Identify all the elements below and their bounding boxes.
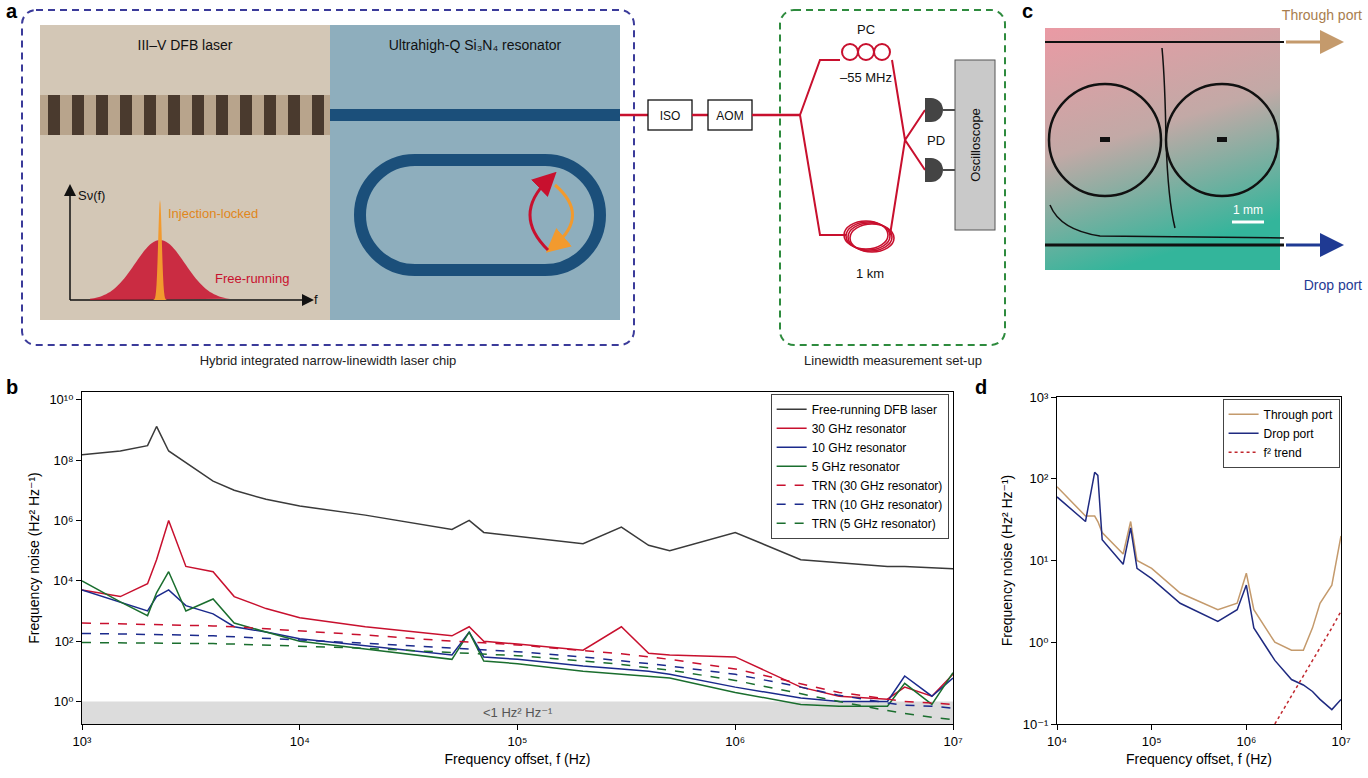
svg-text:Drop port: Drop port	[1264, 427, 1315, 441]
svg-text:1 km: 1 km	[856, 266, 884, 281]
svg-text:10 GHz resonator: 10 GHz resonator	[812, 441, 907, 455]
svg-text:10¹: 10¹	[1030, 553, 1049, 568]
svg-text:Free-running DFB laser: Free-running DFB laser	[812, 403, 937, 417]
svg-text:10³: 10³	[73, 734, 92, 749]
svg-text:10²: 10²	[1030, 471, 1049, 486]
svg-text:–55 MHz: –55 MHz	[840, 70, 892, 85]
svg-text:10¹⁰: 10¹⁰	[49, 392, 73, 407]
svg-text:Injection-locked: Injection-locked	[168, 206, 258, 221]
svg-text:Frequency offset, f (Hz): Frequency offset, f (Hz)	[1126, 751, 1272, 767]
svg-text:TRN (5 GHz resonator): TRN (5 GHz resonator)	[812, 517, 936, 531]
svg-text:Hybrid integrated narrow-linew: Hybrid integrated narrow-linewidth laser…	[200, 353, 457, 368]
svg-text:<1 Hz² Hz⁻¹: <1 Hz² Hz⁻¹	[483, 705, 553, 720]
svg-text:TRN (30 GHz resonator): TRN (30 GHz resonator)	[812, 479, 943, 493]
svg-text:10⁶: 10⁶	[1236, 734, 1256, 749]
html-text:d: d	[975, 376, 988, 398]
svg-text:III–V DFB laser: III–V DFB laser	[138, 37, 233, 53]
svg-text:10⁴: 10⁴	[1047, 734, 1067, 749]
svg-text:10⁰: 10⁰	[1029, 635, 1049, 650]
svg-text:10²: 10²	[55, 634, 74, 649]
svg-text:Free-running: Free-running	[215, 271, 289, 286]
svg-text:f² trend: f² trend	[1264, 446, 1302, 460]
html-text:b: b	[6, 376, 19, 398]
svg-text:10⁰: 10⁰	[54, 694, 74, 709]
svg-text:30 GHz resonator: 30 GHz resonator	[812, 422, 907, 436]
svg-text:Ultrahigh-Q Si₃N₄ resonator: Ultrahigh-Q Si₃N₄ resonator	[389, 37, 562, 53]
svg-text:10⁷: 10⁷	[1331, 734, 1350, 749]
svg-text:Frequency noise (Hz² Hz⁻¹): Frequency noise (Hz² Hz⁻¹)	[999, 475, 1015, 647]
svg-text:5 GHz resonator: 5 GHz resonator	[812, 460, 900, 474]
svg-text:AOM: AOM	[716, 109, 743, 123]
svg-text:Through port: Through port	[1282, 7, 1362, 23]
html-text:a: a	[6, 0, 18, 22]
svg-text:1 mm: 1 mm	[1233, 203, 1263, 217]
svg-text:10⁵: 10⁵	[1142, 734, 1162, 749]
svg-text:10⁶: 10⁶	[725, 734, 745, 749]
svg-text:PC: PC	[857, 22, 875, 37]
svg-text:10⁴: 10⁴	[53, 573, 73, 588]
svg-text:Frequency noise (Hz² Hz⁻¹): Frequency noise (Hz² Hz⁻¹)	[26, 472, 42, 644]
svg-text:Drop port: Drop port	[1304, 277, 1362, 293]
svg-text:Frequency offset, f (Hz): Frequency offset, f (Hz)	[444, 751, 590, 767]
svg-text:f: f	[314, 292, 318, 307]
svg-text:10⁻¹: 10⁻¹	[1023, 717, 1049, 732]
svg-text:10⁵: 10⁵	[508, 734, 528, 749]
svg-text:PD: PD	[927, 133, 945, 148]
svg-text:TRN (10 GHz resonator): TRN (10 GHz resonator)	[812, 498, 943, 512]
svg-text:ISO: ISO	[660, 109, 681, 123]
svg-text:Sν(f): Sν(f)	[78, 188, 105, 203]
svg-text:Through port: Through port	[1264, 408, 1333, 422]
html-text:c: c	[1022, 0, 1034, 22]
svg-text:10³: 10³	[1030, 390, 1049, 405]
svg-text:Linewidth measurement set-up: Linewidth measurement set-up	[804, 353, 982, 368]
svg-text:10⁷: 10⁷	[943, 734, 962, 749]
svg-text:Oscilloscope: Oscilloscope	[968, 108, 983, 182]
svg-text:10⁴: 10⁴	[290, 734, 310, 749]
svg-text:10⁸: 10⁸	[53, 453, 73, 468]
svg-text:10⁶: 10⁶	[54, 513, 74, 528]
